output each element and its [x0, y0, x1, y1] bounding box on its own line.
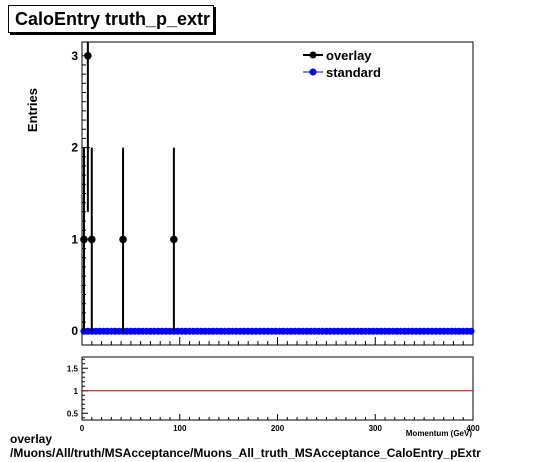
x-tick-label: 400	[466, 424, 480, 433]
y-tick-label: 0	[71, 324, 78, 338]
overlay-point	[80, 235, 88, 244]
ratio-axis-ticks: 0 100 200 300 400 0.5 1 1.5	[67, 358, 480, 433]
legend-overlay-label: overlay	[326, 48, 372, 63]
overlay-point	[84, 51, 92, 60]
standard-point	[467, 327, 475, 335]
x-tick-label: 100	[173, 424, 187, 433]
x-tick-label: 300	[369, 424, 383, 433]
y-tick-label: 1	[71, 232, 78, 246]
ratio-y-tick-label: 0.5	[67, 409, 79, 418]
x-axis-label: Momentum (GeV)	[406, 429, 473, 438]
y-axis-label: Entries	[25, 88, 40, 132]
x-tick-label: 0	[80, 424, 85, 433]
chart-title-box: CaloEntry truth_p_extr	[8, 5, 214, 33]
y-tick-label: 3	[71, 49, 78, 63]
main-axis-ticks: 0 1 2 3	[71, 49, 474, 345]
main-data-marks	[80, 42, 475, 335]
ratio-plot-frame	[81, 356, 474, 421]
footer-label: overlay	[10, 432, 53, 446]
main-plot: 0 1 2 3 Entries overlay standard	[25, 41, 475, 346]
overlay-point	[170, 235, 178, 244]
chart-title: CaloEntry truth_p_extr	[15, 9, 211, 29]
legend-standard-marker	[309, 68, 317, 76]
overlay-point	[87, 235, 96, 244]
x-tick-label: 200	[271, 424, 285, 433]
legend-standard-label: standard	[326, 65, 381, 80]
ratio-y-tick-label: 1.5	[67, 364, 79, 373]
ratio-plot: 0 100 200 300 400 0.5 1 1.5 Momentum (GeV)	[67, 356, 480, 438]
y-tick-label: 2	[71, 141, 78, 155]
main-plot-frame	[81, 41, 474, 346]
footer-path: /Muons/All/truth/MSAcceptance/Muons_All_…	[10, 446, 481, 460]
overlay-point	[119, 235, 127, 244]
legend: overlay standard	[303, 48, 381, 80]
ratio-y-tick-label: 1	[74, 387, 79, 396]
legend-overlay-marker	[309, 51, 317, 59]
